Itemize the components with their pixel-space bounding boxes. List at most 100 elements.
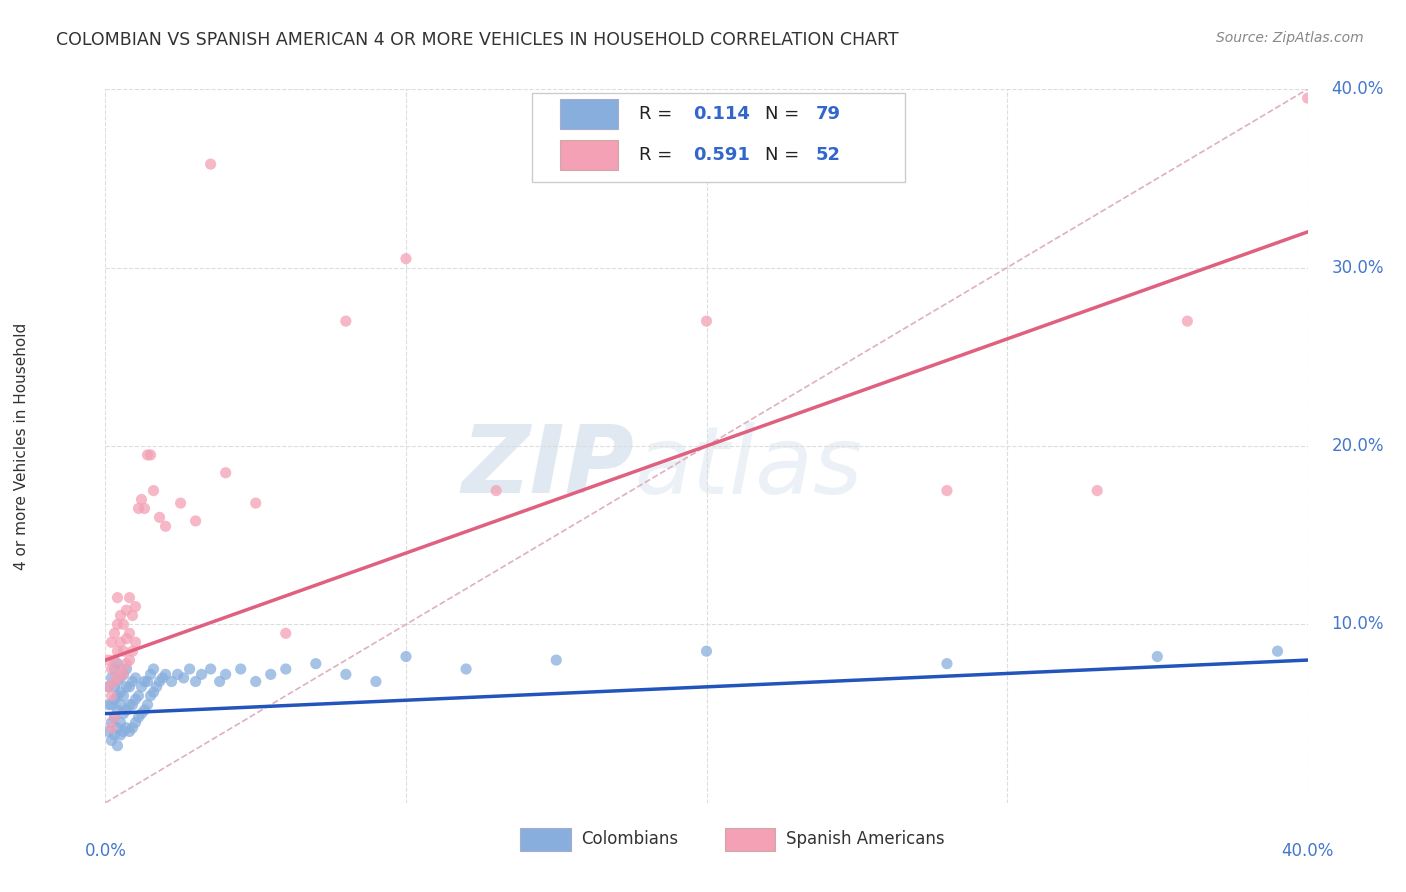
Point	[936, 483, 959, 498]
Point	[115, 603, 138, 617]
Point	[100, 635, 122, 649]
Text: N =: N =	[765, 146, 806, 164]
Text: 20.0%: 20.0%	[1331, 437, 1384, 455]
Point	[139, 667, 162, 681]
Point	[936, 657, 959, 671]
Point	[274, 662, 297, 676]
Point	[1296, 91, 1319, 105]
Text: Spanish Americans: Spanish Americans	[786, 830, 945, 848]
Point	[107, 644, 129, 658]
Point	[160, 674, 183, 689]
Point	[124, 599, 146, 614]
Point	[124, 715, 146, 730]
Bar	[724, 828, 775, 851]
Point	[112, 724, 135, 739]
Point	[274, 626, 297, 640]
Point	[112, 689, 135, 703]
Point	[112, 644, 135, 658]
Point	[107, 591, 129, 605]
Point	[118, 626, 141, 640]
Point	[214, 466, 236, 480]
Point	[103, 680, 125, 694]
Point	[229, 662, 252, 676]
Text: COLOMBIAN VS SPANISH AMERICAN 4 OR MORE VEHICLES IN HOUSEHOLD CORRELATION CHART: COLOMBIAN VS SPANISH AMERICAN 4 OR MORE …	[56, 31, 898, 49]
Point	[1175, 314, 1198, 328]
Point	[107, 721, 129, 735]
Point	[131, 706, 153, 721]
Point	[124, 671, 146, 685]
Text: 0.114: 0.114	[693, 105, 751, 123]
Point	[485, 483, 508, 498]
Point	[100, 721, 122, 735]
Point	[546, 653, 568, 667]
Point	[110, 698, 132, 712]
Point	[335, 314, 357, 328]
Point	[107, 739, 129, 753]
Point	[107, 703, 129, 717]
Point	[134, 501, 156, 516]
Point	[1267, 644, 1289, 658]
Point	[107, 657, 129, 671]
Point	[107, 689, 129, 703]
FancyBboxPatch shape	[533, 93, 905, 182]
Point	[166, 667, 188, 681]
Point	[115, 703, 138, 717]
Point	[169, 496, 191, 510]
Point	[97, 680, 120, 694]
Bar	[520, 828, 571, 851]
Point	[103, 653, 125, 667]
Point	[110, 685, 132, 699]
Point	[1085, 483, 1108, 498]
Point	[121, 644, 143, 658]
Point	[100, 689, 122, 703]
Point	[134, 674, 156, 689]
Point	[100, 671, 122, 685]
Point	[128, 501, 150, 516]
Text: Colombians: Colombians	[582, 830, 679, 848]
Text: atlas: atlas	[634, 422, 863, 513]
Point	[136, 698, 159, 712]
Point	[118, 591, 141, 605]
Point	[155, 519, 177, 533]
Point	[100, 733, 122, 747]
Text: ZIP: ZIP	[461, 421, 634, 514]
Point	[395, 649, 418, 664]
Point	[184, 514, 207, 528]
Point	[103, 674, 125, 689]
Point	[97, 680, 120, 694]
Text: 79: 79	[815, 105, 841, 123]
Point	[121, 674, 143, 689]
Point	[118, 698, 141, 712]
Point	[121, 698, 143, 712]
Point	[115, 721, 138, 735]
Point	[124, 635, 146, 649]
Point	[696, 644, 718, 658]
Text: 40.0%: 40.0%	[1331, 80, 1384, 98]
Point	[118, 653, 141, 667]
Point	[115, 632, 138, 646]
Point	[1146, 649, 1168, 664]
Text: 10.0%: 10.0%	[1331, 615, 1384, 633]
Point	[100, 698, 122, 712]
Point	[112, 667, 135, 681]
Point	[139, 448, 162, 462]
Point	[124, 692, 146, 706]
Point	[107, 674, 129, 689]
Point	[184, 674, 207, 689]
Point	[131, 492, 153, 507]
Point	[103, 728, 125, 742]
Point	[214, 667, 236, 681]
Point	[100, 662, 122, 676]
Point	[136, 448, 159, 462]
Point	[103, 710, 125, 724]
Point	[115, 657, 138, 671]
Point	[200, 157, 222, 171]
Bar	[560, 99, 617, 129]
Point	[208, 674, 231, 689]
Point	[364, 674, 387, 689]
Point	[128, 689, 150, 703]
Text: 40.0%: 40.0%	[1281, 842, 1334, 860]
Point	[112, 667, 135, 681]
Point	[131, 680, 153, 694]
Point	[103, 662, 125, 676]
